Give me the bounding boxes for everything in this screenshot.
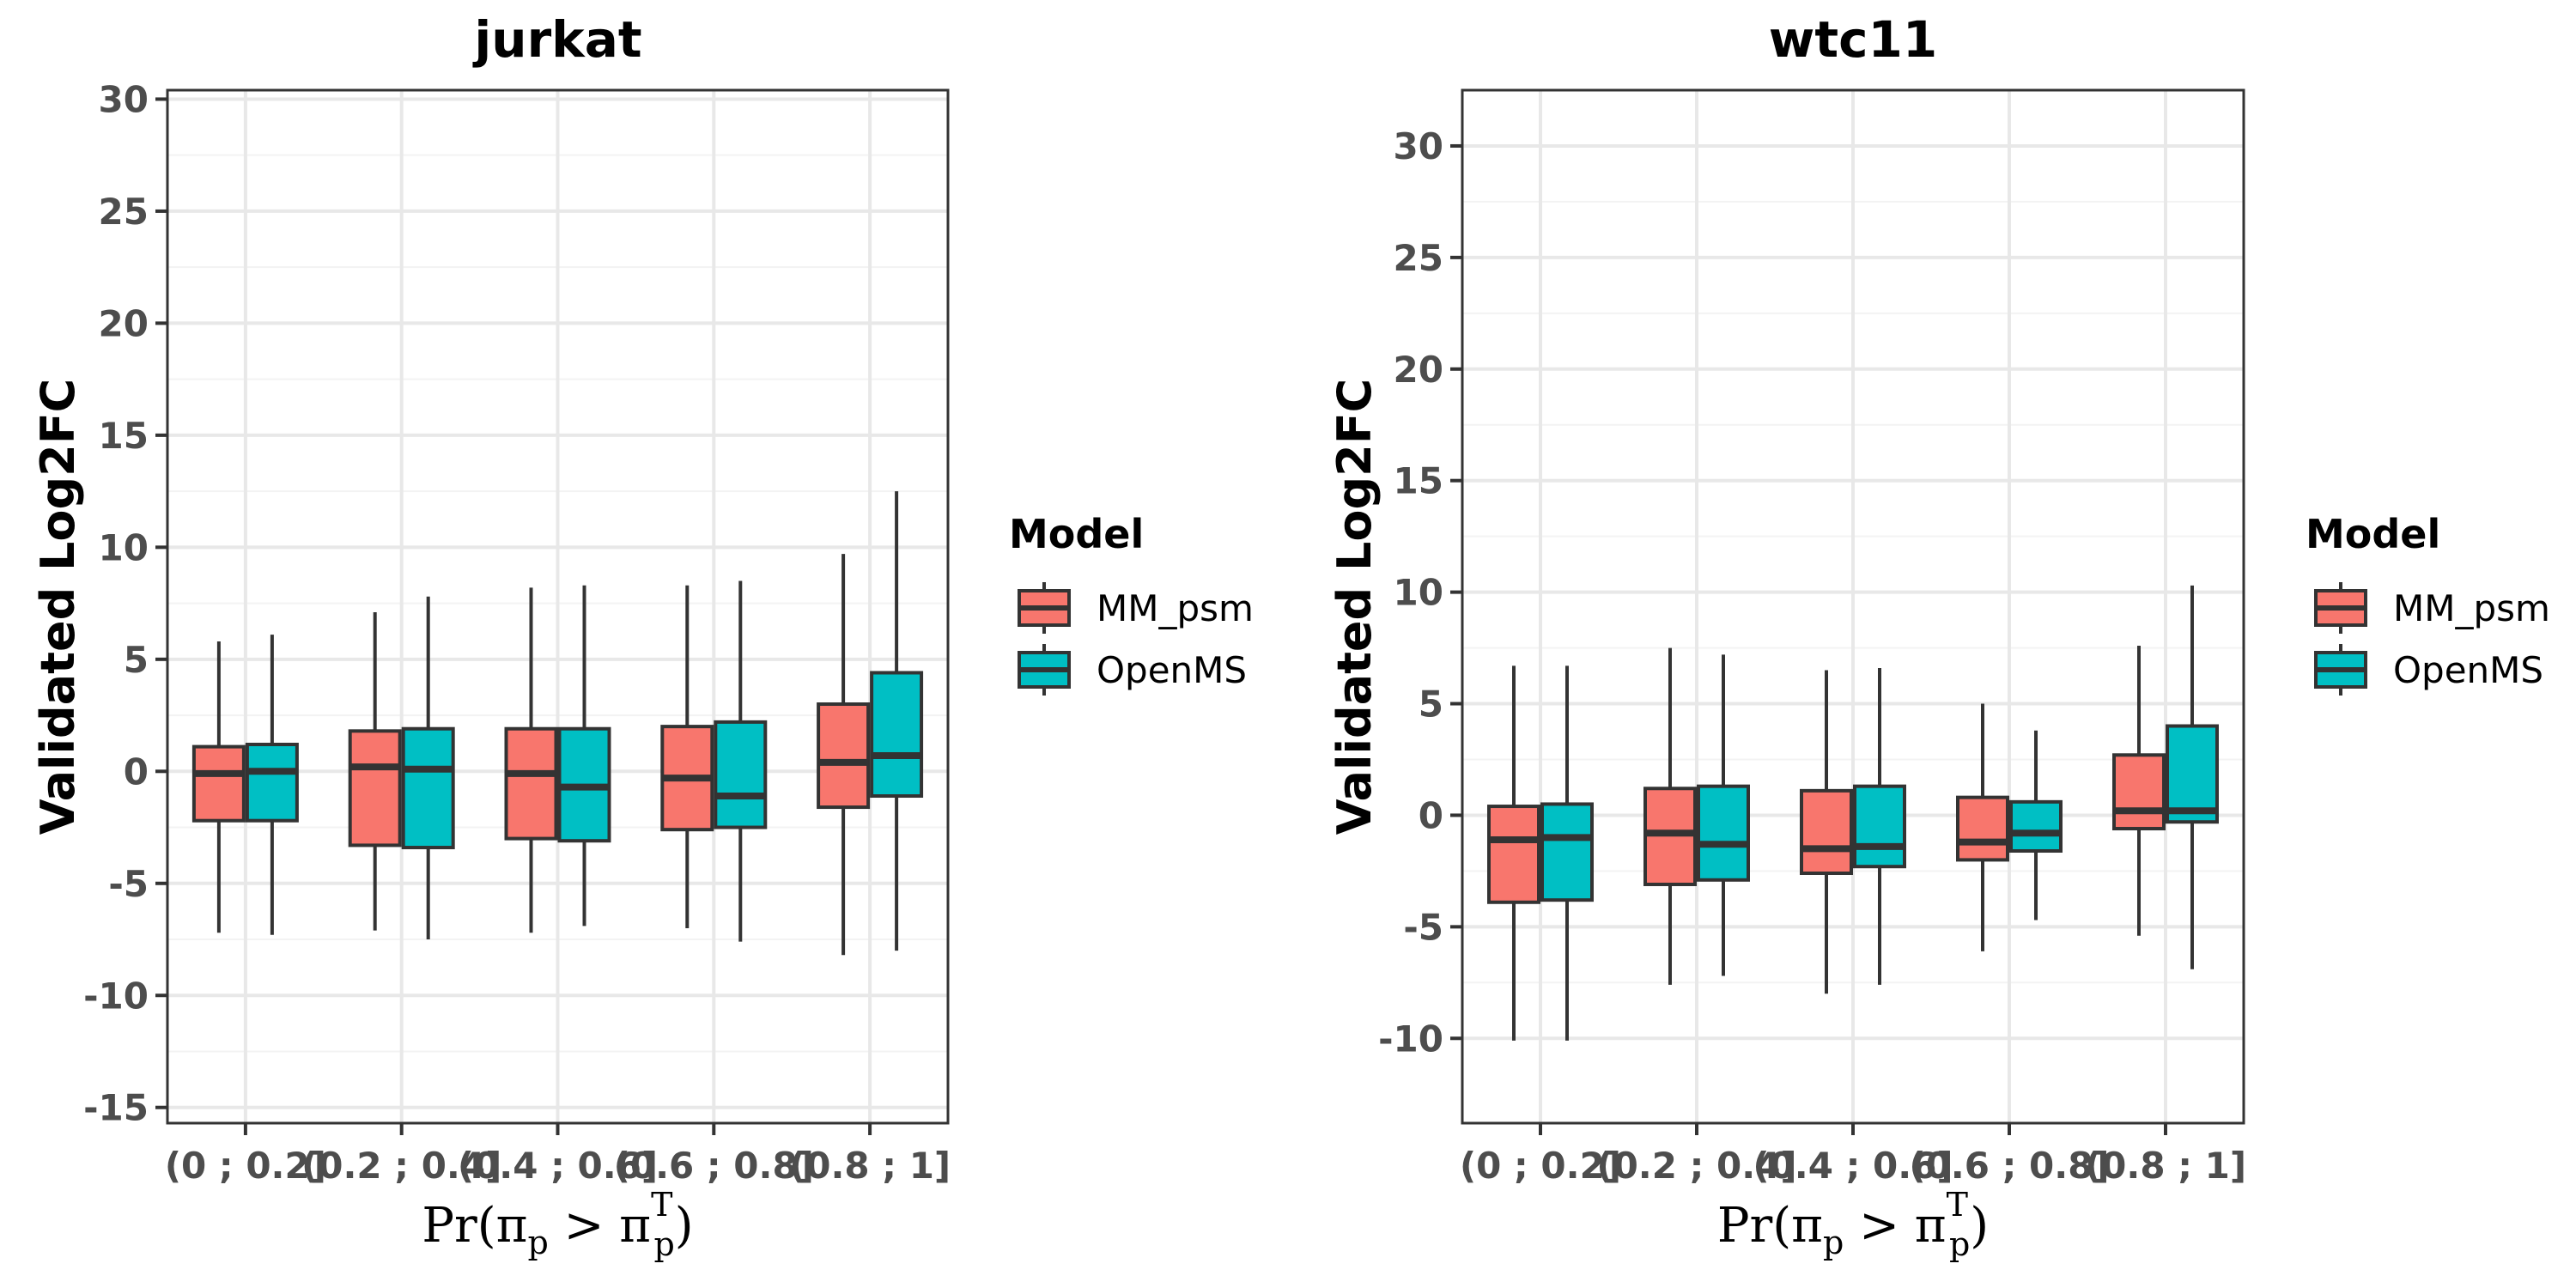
- box-OpenMS-4: [870, 491, 924, 951]
- box-iqr: [348, 729, 402, 848]
- y-tick-label: 10: [1394, 572, 1443, 614]
- box-iqr: [1800, 788, 1853, 875]
- y-tick-label: 5: [1419, 683, 1443, 726]
- y-tick-label: -10: [83, 975, 149, 1017]
- box-MM_psm-1: [348, 612, 402, 931]
- x-axis-label-part: p: [1823, 1224, 1844, 1261]
- y-tick-label: 5: [124, 639, 149, 681]
- y-tick-label: -15: [83, 1087, 149, 1129]
- y-tick-label: 25: [99, 191, 149, 233]
- x-axis-label-part: p: [527, 1224, 548, 1261]
- y-axis-label: Validated Log2FC: [31, 379, 85, 835]
- legend-label: OpenMS: [1097, 649, 1247, 691]
- box-iqr: [1697, 784, 1750, 882]
- y-tick-label: -5: [108, 863, 149, 905]
- box-iqr: [504, 726, 558, 841]
- x-axis-label-part: p: [1949, 1225, 1970, 1263]
- x-tick-label: (0 ; 0.2]: [165, 1145, 326, 1187]
- box-iqr: [714, 720, 768, 829]
- y-tick-label: 20: [1394, 349, 1443, 391]
- box-MM_psm-0: [1487, 665, 1540, 1041]
- legend-title: Model: [1009, 511, 1144, 557]
- box-OpenMS-2: [1853, 667, 1906, 985]
- box-iqr: [1956, 795, 2009, 862]
- box-OpenMS-2: [557, 585, 611, 927]
- x-tick-label: (0.4 ; 0.6]: [1753, 1145, 1953, 1187]
- box-OpenMS-1: [1697, 654, 1750, 976]
- x-axis-label-part: Pr(π: [1717, 1198, 1823, 1254]
- box-OpenMS-3: [2009, 730, 2063, 920]
- x-axis-label-part: T: [651, 1186, 672, 1224]
- legend-title: Model: [2306, 511, 2440, 557]
- box-iqr: [245, 742, 299, 823]
- x-tick-label: (0.2 ; 0.4]: [301, 1145, 501, 1187]
- x-axis-label-part: T: [1947, 1186, 1968, 1224]
- legend-label: OpenMS: [2393, 649, 2543, 691]
- y-axis-label: Validated Log2FC: [1327, 379, 1382, 835]
- jurkat-panel: -15 -10 -5 0 5 10 15 20 25 30 (0 ; 0.2](0.2 ; 0.4]…: [31, 10, 1254, 1263]
- x-axis-label-part: Pr(π: [422, 1198, 527, 1254]
- x-axis-label: Pr(πp > πT p): [1717, 1186, 1989, 1263]
- y-tick-label: 30: [1394, 125, 1443, 167]
- y-tick-label: 25: [1394, 237, 1443, 279]
- x-axis-label-part: > π: [549, 1198, 651, 1254]
- box-MM_psm-4: [817, 554, 871, 956]
- y-tick-label: 15: [99, 415, 149, 457]
- box-OpenMS-3: [714, 580, 768, 942]
- y-tick-label: 0: [1419, 794, 1443, 836]
- x-axis-label-part: > π: [1844, 1198, 1946, 1254]
- box-iqr: [870, 671, 924, 799]
- box-OpenMS-0: [245, 635, 299, 935]
- x-tick-label: (0.8 ; 1]: [789, 1145, 951, 1187]
- x-axis-label-part: p: [653, 1225, 674, 1263]
- box-iqr: [1487, 805, 1540, 904]
- x-tick-label: (0.6 ; 0.8]: [614, 1145, 814, 1187]
- box-MM_psm-2: [504, 587, 558, 933]
- x-tick-label: (0.6 ; 0.8]: [1909, 1145, 2109, 1187]
- chart-title: jurkat: [472, 10, 641, 69]
- box-OpenMS-4: [2166, 585, 2219, 969]
- box-MM_psm-1: [1643, 647, 1697, 985]
- box-OpenMS-1: [401, 596, 455, 940]
- y-tick-label: -5: [1403, 906, 1443, 948]
- box-iqr: [2166, 724, 2219, 824]
- legend: Model MM_psm OpenMS: [2306, 511, 2550, 696]
- y-tick-label: 20: [99, 302, 149, 344]
- box-MM_psm-3: [660, 585, 714, 928]
- box-MM_psm-0: [191, 641, 246, 933]
- legend: Model MM_psm OpenMS: [1009, 511, 1254, 696]
- box-MM_psm-4: [2112, 645, 2166, 936]
- box-iqr: [2112, 753, 2166, 831]
- x-axis-label-part: ): [1970, 1198, 1989, 1254]
- x-axis-label: Pr(πp > πT p): [422, 1186, 693, 1263]
- y-tick-label: 15: [1394, 460, 1443, 502]
- x-axis-label-part: ): [675, 1198, 694, 1254]
- legend-label: MM_psm: [1097, 587, 1254, 629]
- legend-label: MM_psm: [2393, 587, 2550, 629]
- y-tick-label: 30: [99, 78, 149, 120]
- box-MM_psm-2: [1800, 670, 1853, 994]
- y-tick-label: 0: [124, 750, 149, 793]
- box-iqr: [1540, 802, 1594, 902]
- chart-title: wtc11: [1769, 10, 1937, 69]
- x-tick-label: (0.4 ; 0.6]: [458, 1145, 658, 1187]
- box-iqr: [2009, 799, 2063, 854]
- y-tick-label: -10: [1378, 1018, 1443, 1060]
- x-tick-label: (0.8 ; 1]: [2085, 1145, 2246, 1187]
- x-tick-label: (0.2 ; 0.4]: [1596, 1145, 1796, 1187]
- box-iqr: [401, 726, 455, 850]
- x-tick-label: (0 ; 0.2]: [1460, 1145, 1621, 1187]
- box-MM_psm-3: [1956, 703, 2009, 951]
- box-iqr: [1853, 784, 1906, 869]
- box-iqr: [817, 702, 871, 810]
- box-OpenMS-0: [1540, 665, 1594, 1041]
- box-iqr: [191, 744, 246, 823]
- y-tick-label: 10: [99, 526, 149, 568]
